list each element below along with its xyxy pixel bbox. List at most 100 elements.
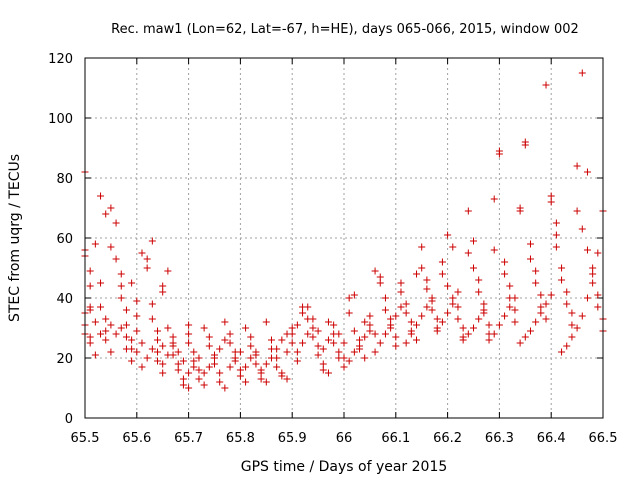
data-point	[267, 336, 275, 344]
data-point	[340, 339, 348, 347]
data-point	[552, 243, 560, 251]
data-point	[542, 81, 550, 89]
data-point	[200, 369, 208, 377]
data-point	[589, 264, 597, 272]
data-point	[324, 318, 332, 326]
data-point	[97, 279, 105, 287]
data-point	[257, 366, 265, 374]
data-point	[195, 354, 203, 362]
data-point	[537, 291, 545, 299]
data-point	[190, 357, 198, 365]
data-point	[449, 294, 457, 302]
data-point	[154, 327, 162, 335]
data-point	[392, 333, 400, 341]
data-point	[371, 330, 379, 338]
data-point	[117, 324, 125, 332]
data-point	[413, 270, 421, 278]
data-point	[143, 354, 151, 362]
data-point	[485, 321, 493, 329]
data-point	[376, 273, 384, 281]
data-point	[495, 321, 503, 329]
data-point	[97, 192, 105, 200]
data-point	[407, 318, 415, 326]
data-point	[470, 324, 477, 332]
data-point	[278, 336, 286, 344]
data-point	[552, 231, 560, 239]
data-point	[117, 294, 125, 302]
data-point	[589, 270, 597, 278]
data-point	[350, 327, 358, 335]
data-point	[86, 333, 94, 341]
data-point	[583, 168, 591, 176]
data-point	[112, 219, 120, 227]
data-point	[86, 267, 94, 275]
data-point	[464, 249, 472, 257]
data-point	[402, 339, 410, 347]
data-point	[102, 210, 110, 218]
data-point	[547, 192, 555, 200]
data-point	[91, 318, 99, 326]
data-point	[356, 336, 364, 344]
data-point	[283, 375, 291, 383]
data-point	[122, 345, 130, 353]
data-point	[568, 321, 576, 329]
data-point	[501, 258, 509, 266]
data-point	[438, 270, 446, 278]
data-point	[252, 348, 260, 356]
data-point	[521, 333, 529, 341]
data-point	[262, 378, 270, 386]
data-point	[324, 336, 332, 344]
data-point	[335, 330, 343, 338]
data-point	[501, 312, 509, 320]
data-point	[102, 327, 110, 335]
data-point	[475, 288, 483, 296]
data-point	[532, 267, 540, 275]
data-point	[179, 357, 187, 365]
x-tick-label: 66.2	[433, 431, 462, 446]
data-point	[185, 369, 193, 377]
data-point	[428, 306, 436, 314]
data-point	[319, 360, 327, 368]
data-point	[495, 150, 503, 158]
data-point	[366, 321, 374, 329]
y-tick-labels: 0 20 40 60 80 100 120	[48, 52, 73, 427]
data-point	[309, 333, 317, 341]
data-point	[242, 363, 250, 371]
data-point	[418, 243, 426, 251]
data-point	[216, 369, 224, 377]
data-point	[293, 357, 301, 365]
data-point	[309, 315, 317, 323]
data-point	[449, 243, 457, 251]
data-point	[371, 348, 379, 356]
data-point	[459, 324, 467, 332]
data-point	[159, 360, 167, 368]
data-point	[159, 369, 167, 377]
data-point	[211, 360, 218, 368]
data-point	[288, 330, 296, 338]
data-point	[490, 330, 498, 338]
data-point	[299, 309, 307, 317]
x-tick-label: 65.9	[278, 431, 307, 446]
data-point	[293, 321, 301, 329]
data-point	[262, 360, 270, 368]
data-point	[179, 375, 187, 383]
data-point	[480, 300, 488, 308]
data-point	[148, 315, 156, 323]
data-point	[242, 324, 250, 332]
x-tick-label: 66.4	[537, 431, 566, 446]
data-point	[335, 348, 343, 356]
data-point	[563, 288, 571, 296]
data-point	[86, 339, 94, 347]
data-point	[154, 357, 162, 365]
x-tick-label: 66.3	[485, 431, 514, 446]
data-point	[428, 294, 436, 302]
y-tick-label: 0	[65, 412, 73, 427]
data-point	[221, 336, 229, 344]
data-point	[583, 246, 591, 254]
data-point	[247, 342, 255, 350]
data-point	[205, 342, 213, 350]
data-point	[257, 375, 265, 383]
data-point	[407, 330, 415, 338]
data-point	[397, 288, 405, 296]
data-point	[568, 309, 576, 317]
